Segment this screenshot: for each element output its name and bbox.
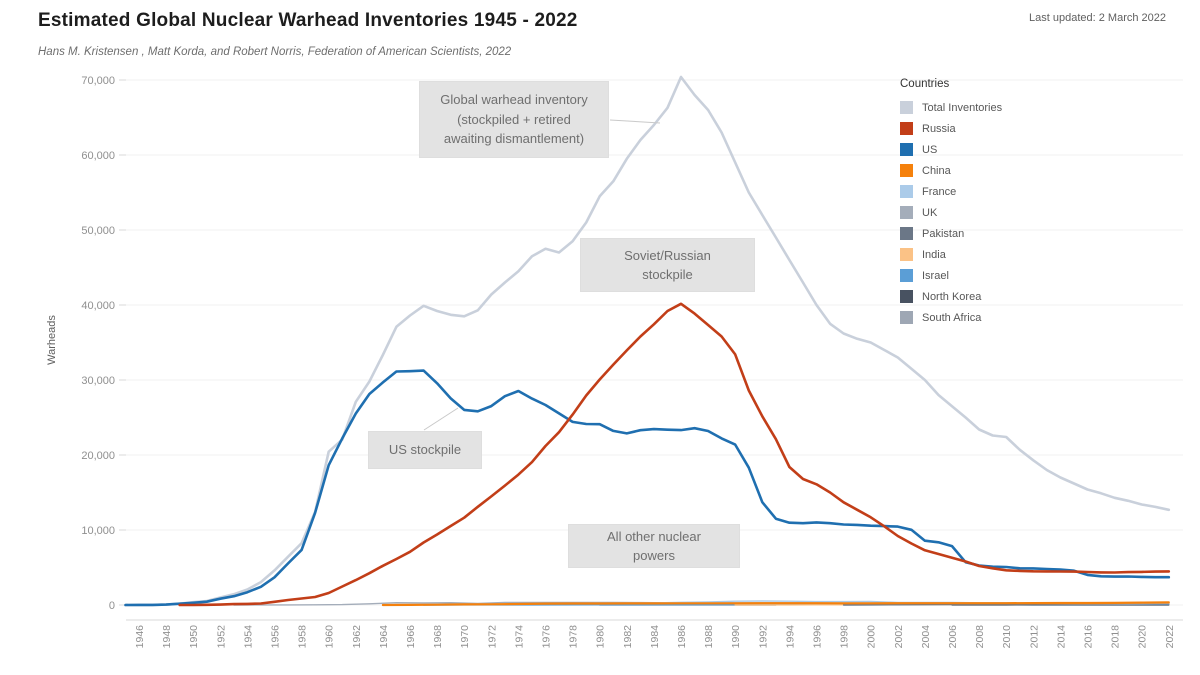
legend-title: Countries — [900, 78, 950, 90]
legend-swatch-china — [900, 164, 913, 177]
x-axis-ticks: 1946 1948 1950 1952 1954 1956 1958 1960 1962 1964… — [134, 625, 1176, 649]
series-line-china[interactable] — [381, 601, 1170, 607]
legend-swatch-france — [900, 185, 913, 198]
legend-item-us[interactable]: US — [900, 139, 1100, 160]
annotation-us-stockpile: US stockpile — [368, 431, 482, 469]
x-tick-label: 1958 — [297, 625, 309, 649]
x-tick-label: 1996 — [812, 625, 824, 649]
series-line-russia[interactable] — [178, 302, 1171, 607]
legend-label: US — [922, 143, 938, 156]
legend-label: Total Inventories — [922, 101, 1003, 114]
y-tick-label: 10,000 — [81, 525, 115, 537]
annotation-leader-global-inventory — [609, 119, 661, 124]
y-axis-ticks: 0 10,000 20,000 30,000 40,000 50,000 60,000 70,… — [81, 75, 126, 612]
x-tick-label: 2022 — [1164, 625, 1176, 649]
x-tick-label: 1984 — [649, 625, 661, 649]
x-tick-label: 1974 — [513, 625, 525, 649]
y-tick-label: 50,000 — [81, 225, 115, 237]
x-tick-label: 1988 — [703, 625, 715, 649]
legend-label: India — [922, 248, 946, 261]
legend-label: North Korea — [922, 290, 982, 303]
x-tick-label: 1970 — [459, 625, 471, 649]
x-tick-label: 1952 — [215, 625, 227, 649]
x-tick-label: 1946 — [134, 625, 146, 649]
legend-label: Russia — [922, 122, 956, 135]
x-tick-label: 2004 — [920, 625, 932, 649]
legend-swatch-total — [900, 101, 913, 114]
x-tick-label: 1956 — [270, 625, 282, 649]
x-tick-label: 1960 — [324, 625, 336, 649]
legend-label: Israel — [922, 269, 949, 282]
legend-item-south_africa[interactable]: South Africa — [900, 307, 1100, 328]
legend-swatch-israel — [900, 269, 913, 282]
legend-swatch-south_africa — [900, 311, 913, 324]
x-tick-label: 1994 — [784, 625, 796, 649]
legend-label: France — [922, 185, 957, 198]
x-tick-label: 2014 — [1055, 625, 1067, 649]
x-tick-label: 1962 — [351, 625, 363, 649]
legend-swatch-us — [900, 143, 913, 156]
last-updated-label: Last updated: 2 March 2022 — [1029, 12, 1166, 24]
x-tick-label: 1986 — [676, 625, 688, 649]
y-tick-label: 70,000 — [81, 75, 115, 87]
x-tick-label: 1978 — [568, 625, 580, 649]
legend-swatch-pakistan — [900, 227, 913, 240]
legend-item-total[interactable]: Total Inventories — [900, 97, 1100, 118]
y-tick-label: 0 — [109, 600, 115, 612]
legend-item-india[interactable]: India — [900, 244, 1100, 265]
x-tick-label: 1966 — [405, 625, 417, 649]
x-tick-label: 1948 — [161, 625, 173, 649]
y-tick-label: 20,000 — [81, 450, 115, 462]
legend-swatch-russia — [900, 122, 913, 135]
legend-item-russia[interactable]: Russia — [900, 118, 1100, 139]
legend-label: South Africa — [922, 311, 982, 324]
x-tick-label: 2016 — [1083, 625, 1095, 649]
page-title: Estimated Global Nuclear Warhead Invento… — [38, 10, 578, 31]
legend-swatch-north_korea — [900, 290, 913, 303]
legend-item-china[interactable]: China — [900, 160, 1100, 181]
legend-item-north_korea[interactable]: North Korea — [900, 286, 1100, 307]
legend-item-pakistan[interactable]: Pakistan — [900, 223, 1100, 244]
legend-swatch-uk — [900, 206, 913, 219]
annotation-other-powers: All other nuclear powers — [568, 524, 740, 568]
x-tick-label: 1980 — [595, 625, 607, 649]
series-line-total[interactable] — [124, 75, 1171, 607]
legend-label: Pakistan — [922, 227, 965, 240]
annotation-leader-us-stockpile — [423, 407, 459, 431]
x-tick-label: 2002 — [893, 625, 905, 649]
x-tick-label: 2008 — [974, 625, 986, 649]
x-tick-label: 1998 — [839, 625, 851, 649]
x-tick-label: 1992 — [757, 625, 769, 649]
legend: Countries Total Inventories Russia US China… — [900, 78, 1100, 328]
x-tick-label: 2010 — [1001, 625, 1013, 649]
y-tick-label: 40,000 — [81, 300, 115, 312]
x-tick-label: 1972 — [486, 625, 498, 649]
x-tick-label: 1968 — [432, 625, 444, 649]
legend-label: China — [922, 164, 951, 177]
legend-item-uk[interactable]: UK — [900, 202, 1100, 223]
x-tick-label: 1990 — [730, 625, 742, 649]
y-tick-label: 30,000 — [81, 375, 115, 387]
annotation-global-inventory: Global warhead inventory (stockpiled + r… — [419, 81, 609, 158]
x-tick-label: 1982 — [622, 625, 634, 649]
x-tick-label: 2018 — [1110, 625, 1122, 649]
x-tick-label: 2000 — [866, 625, 878, 649]
series-line-us[interactable] — [124, 369, 1171, 607]
page-subtitle: Hans M. Kristensen , Matt Korda, and Rob… — [38, 46, 512, 58]
x-tick-label: 2006 — [947, 625, 959, 649]
x-tick-label: 1954 — [242, 625, 254, 649]
x-tick-label: 1964 — [378, 625, 390, 649]
x-tick-label: 1976 — [541, 625, 553, 649]
x-tick-label: 2012 — [1028, 625, 1040, 649]
legend-label: UK — [922, 206, 938, 219]
legend-item-israel[interactable]: Israel — [900, 265, 1100, 286]
x-tick-label: 2020 — [1137, 625, 1149, 649]
annotation-soviet-stockpile: Soviet/Russian stockpile — [580, 238, 755, 292]
legend-swatch-india — [900, 248, 913, 261]
x-tick-label: 1950 — [188, 625, 200, 649]
legend-item-france[interactable]: France — [900, 181, 1100, 202]
y-tick-label: 60,000 — [81, 150, 115, 162]
